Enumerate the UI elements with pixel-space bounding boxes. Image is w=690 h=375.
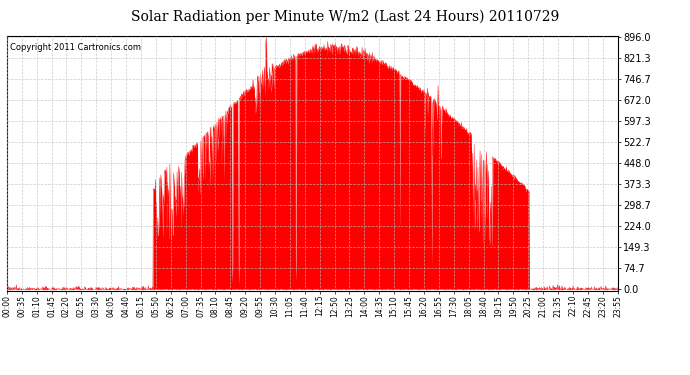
Text: Copyright 2011 Cartronics.com: Copyright 2011 Cartronics.com <box>10 43 141 52</box>
Text: Solar Radiation per Minute W/m2 (Last 24 Hours) 20110729: Solar Radiation per Minute W/m2 (Last 24… <box>131 9 559 24</box>
